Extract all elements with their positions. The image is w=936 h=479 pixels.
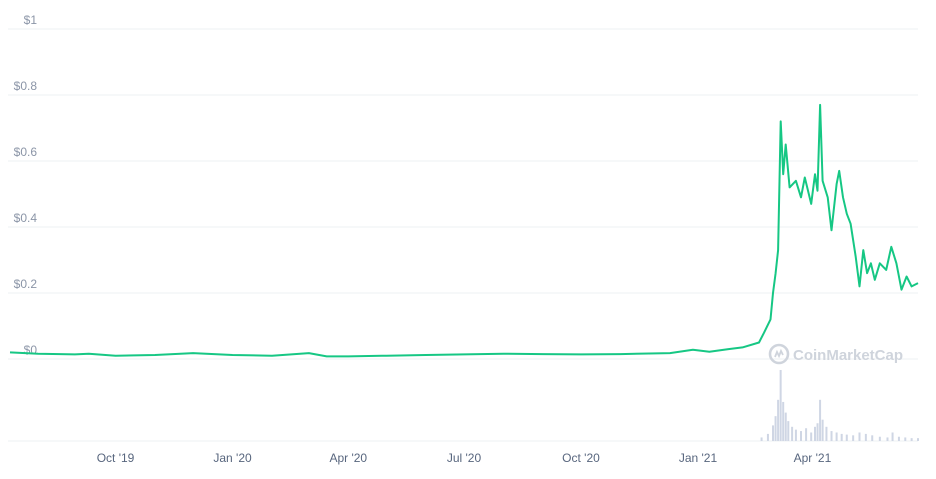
volume-bar <box>816 423 819 441</box>
volume-bar <box>852 435 855 441</box>
x-tick-label: Oct '20 <box>562 451 600 465</box>
x-tick-label: Jan '21 <box>679 451 718 465</box>
y-tick-label: $0.6 <box>14 145 38 159</box>
volume-bar <box>782 401 785 441</box>
y-tick-label: $1 <box>24 13 38 27</box>
volume-bar <box>835 432 838 441</box>
x-axis-labels: Oct '19 Jan '20 Apr '20 Jul '20 Oct '20 Jan '… <box>97 451 832 465</box>
volume-bar <box>766 433 769 441</box>
volume-bar <box>805 428 808 441</box>
price-series-line <box>9 103 919 358</box>
volume-bar <box>760 437 763 441</box>
volume-bar <box>891 432 894 441</box>
volume-bar <box>777 399 780 441</box>
volume-bar <box>858 432 861 441</box>
volume-bar <box>917 438 919 441</box>
volume-bar <box>864 433 867 441</box>
y-tick-label: $0.4 <box>14 211 38 225</box>
volume-bar <box>840 433 843 441</box>
volume-bar <box>910 438 913 441</box>
volume-bar <box>897 436 900 441</box>
x-tick-label: Apr '21 <box>794 451 832 465</box>
volume-bar <box>787 421 790 441</box>
y-axis-labels: $1 $0.8 $0.6 $0.4 $0.2 $0 <box>14 13 38 357</box>
volume-bar <box>800 431 803 441</box>
grid-lines <box>8 28 918 442</box>
volume-bar <box>810 432 813 441</box>
x-tick-label: Jul '20 <box>447 451 482 465</box>
volume-bar <box>878 436 881 441</box>
y-tick-label: $0 <box>24 343 38 357</box>
volume-bar <box>784 412 787 441</box>
y-tick-label: $0.2 <box>14 277 38 291</box>
volume-bar <box>791 426 794 441</box>
volume-bar <box>813 426 816 441</box>
volume-bar <box>830 431 833 441</box>
x-tick-label: Apr '20 <box>329 451 367 465</box>
volume-bar <box>886 437 889 441</box>
volume-bar <box>871 435 874 441</box>
volume-bars <box>760 370 919 441</box>
coinmarketcap-watermark: CoinMarketCap <box>768 343 903 365</box>
volume-bar <box>819 399 822 441</box>
x-tick-label: Jan '20 <box>213 451 252 465</box>
volume-bar <box>794 429 797 441</box>
volume-bar <box>904 437 907 441</box>
coinmarketcap-logo-icon <box>768 343 790 365</box>
volume-bar <box>772 425 775 441</box>
y-tick-label: $0.8 <box>14 79 38 93</box>
volume-bar <box>779 370 782 441</box>
volume-bar <box>821 419 824 441</box>
watermark-text: CoinMarketCap <box>793 347 903 364</box>
x-tick-label: Oct '19 <box>97 451 135 465</box>
volume-bar <box>845 434 848 441</box>
volume-bar <box>774 416 777 441</box>
volume-bar <box>825 426 828 441</box>
